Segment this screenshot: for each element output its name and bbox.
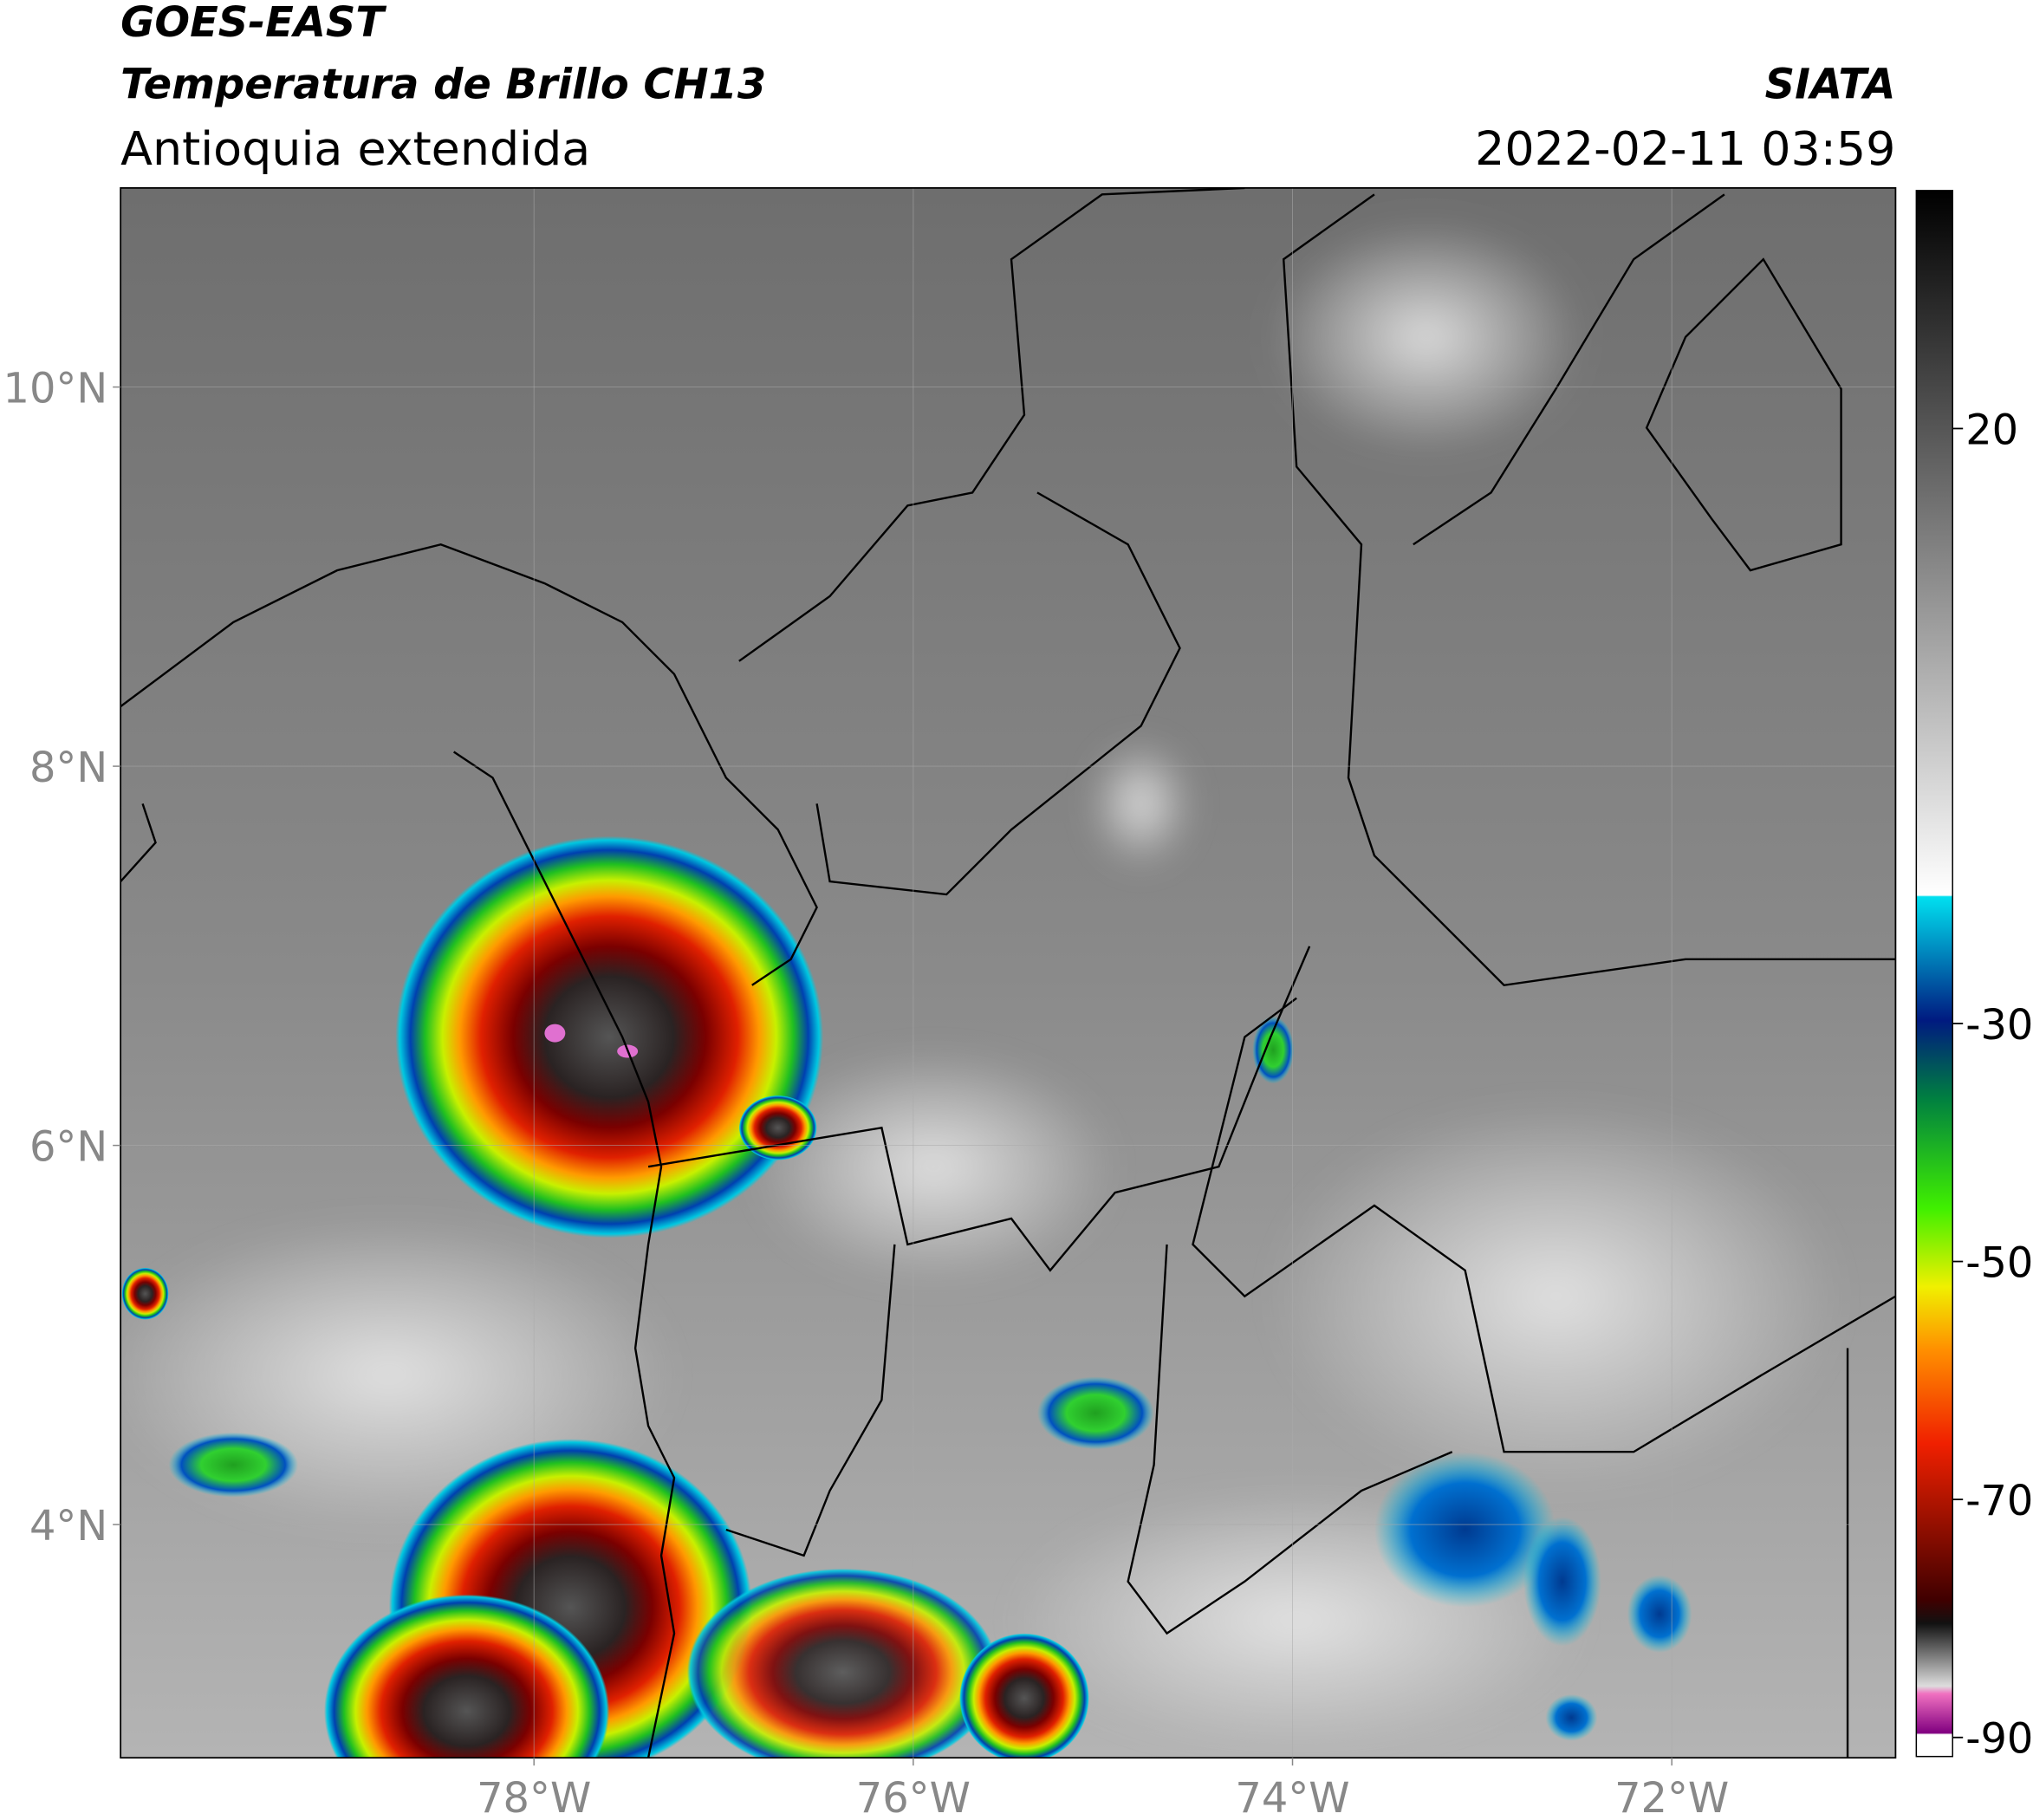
lat-tick-label: 4°N: [29, 1503, 107, 1550]
lon-tick-label: 72°W: [1614, 1775, 1729, 1820]
colorbar-tick-label: 20: [1965, 406, 2018, 454]
borders: [120, 187, 1896, 1758]
lon-tick-label: 76°W: [856, 1775, 971, 1820]
colorbar-tick-label: -70: [1965, 1478, 2033, 1525]
colorbar-tick-label: -30: [1965, 1002, 2033, 1050]
map: [120, 187, 1896, 1758]
lat-tick-label: 8°N: [29, 744, 107, 792]
lon-tick-label: 74°W: [1235, 1775, 1349, 1820]
region: Antioquia extendida: [120, 121, 590, 176]
source: SIATA: [1765, 62, 1896, 109]
lon-tick-label: 78°W: [477, 1775, 591, 1820]
colorbar-tick-label: -50: [1965, 1240, 2033, 1288]
title: GOES-EAST: [120, 0, 386, 47]
lat-tick-label: 10°N: [3, 366, 108, 413]
lat-tick-label: 6°N: [29, 1124, 107, 1172]
map-frame: [120, 186, 1897, 1759]
colorbar-tick-label: -90: [1965, 1716, 2033, 1764]
convective-cells: [121, 835, 1692, 1758]
subtitle: Temperatura de Brillo CH13: [120, 62, 766, 109]
datetime: 2022-02-11 03:59: [1475, 121, 1895, 176]
colorbar: [1915, 190, 1953, 1758]
